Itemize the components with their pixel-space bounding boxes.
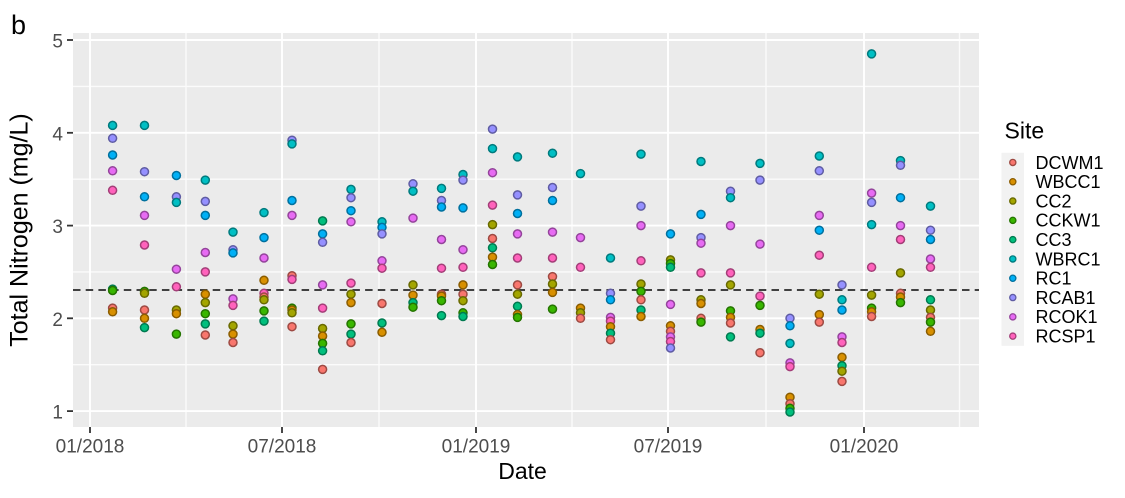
- svg-text:CCKW1: CCKW1: [1036, 211, 1101, 231]
- svg-text:CC3: CC3: [1036, 230, 1072, 250]
- svg-text:07/2018: 07/2018: [248, 437, 317, 458]
- svg-text:RCSP1: RCSP1: [1036, 326, 1096, 346]
- svg-text:01/2019: 01/2019: [442, 437, 511, 458]
- svg-text:4: 4: [52, 124, 63, 145]
- svg-text:WBRC1: WBRC1: [1036, 249, 1101, 269]
- svg-text:DCWM1: DCWM1: [1036, 153, 1104, 173]
- svg-text:07/2019: 07/2019: [634, 437, 703, 458]
- svg-text:RC1: RC1: [1036, 269, 1072, 289]
- svg-text:Total Nitrogen (mg/L): Total Nitrogen (mg/L): [6, 113, 34, 346]
- svg-text:WBCC1: WBCC1: [1036, 172, 1101, 192]
- svg-text:1: 1: [52, 403, 63, 424]
- svg-text:2: 2: [52, 310, 63, 331]
- svg-text:RCAB1: RCAB1: [1036, 288, 1096, 308]
- svg-text:RCOK1: RCOK1: [1036, 307, 1098, 327]
- svg-text:01/2018: 01/2018: [56, 437, 125, 458]
- svg-text:01/2020: 01/2020: [830, 437, 899, 458]
- svg-text:b: b: [11, 10, 26, 40]
- svg-text:5: 5: [52, 32, 63, 53]
- svg-text:Site: Site: [1005, 118, 1045, 144]
- svg-text:CC2: CC2: [1036, 191, 1072, 211]
- svg-text:3: 3: [52, 217, 63, 238]
- svg-text:Date: Date: [498, 458, 547, 484]
